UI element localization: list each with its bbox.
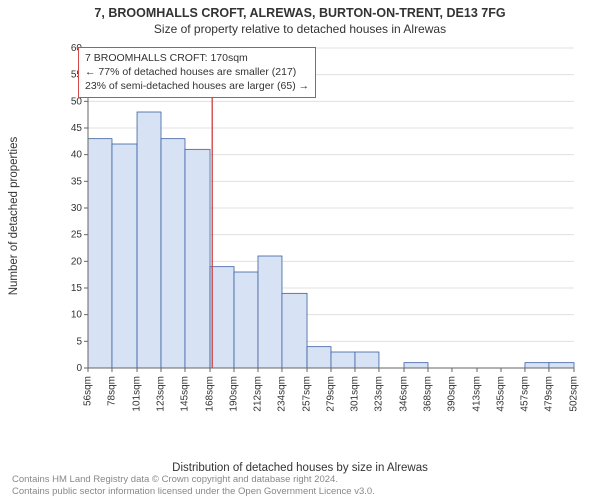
svg-text:50: 50 <box>71 96 83 107</box>
svg-text:45: 45 <box>71 123 83 134</box>
chart-subtitle: Size of property relative to detached ho… <box>0 20 600 36</box>
svg-text:56sqm: 56sqm <box>83 376 94 406</box>
svg-text:390sqm: 390sqm <box>447 376 458 412</box>
svg-text:0: 0 <box>76 363 82 374</box>
svg-text:502sqm: 502sqm <box>569 376 580 412</box>
svg-text:168sqm: 168sqm <box>205 376 216 412</box>
svg-text:279sqm: 279sqm <box>326 376 337 412</box>
svg-text:435sqm: 435sqm <box>496 376 507 412</box>
svg-text:212sqm: 212sqm <box>253 376 264 412</box>
svg-text:35: 35 <box>71 176 83 187</box>
x-axis-label: Distribution of detached houses by size … <box>0 462 600 474</box>
svg-text:40: 40 <box>71 150 83 161</box>
svg-text:78sqm: 78sqm <box>107 376 118 406</box>
svg-text:10: 10 <box>71 310 83 321</box>
svg-text:301sqm: 301sqm <box>350 376 361 412</box>
svg-text:20: 20 <box>71 256 83 267</box>
svg-text:368sqm: 368sqm <box>423 376 434 412</box>
chart-area: 05101520253035404550556056sqm78sqm101sqm… <box>50 44 580 424</box>
svg-text:479sqm: 479sqm <box>544 376 555 412</box>
svg-text:234sqm: 234sqm <box>277 376 288 412</box>
svg-text:30: 30 <box>71 203 83 214</box>
svg-text:145sqm: 145sqm <box>180 376 191 412</box>
svg-text:25: 25 <box>71 230 83 241</box>
page-title: 7, BROOMHALLS CROFT, ALREWAS, BURTON-ON-… <box>0 0 600 20</box>
svg-text:190sqm: 190sqm <box>229 376 240 412</box>
annotation-box: 7 BROOMHALLS CROFT: 170sqm ← 77% of deta… <box>78 47 316 98</box>
annotation-line-3: 23% of semi-detached houses are larger (… <box>85 79 309 93</box>
footer-attribution: Contains HM Land Registry data © Crown c… <box>12 474 375 498</box>
svg-text:257sqm: 257sqm <box>302 376 313 412</box>
svg-text:5: 5 <box>76 336 82 347</box>
chart-container: 7, BROOMHALLS CROFT, ALREWAS, BURTON-ON-… <box>0 0 600 500</box>
footer-line-1: Contains HM Land Registry data © Crown c… <box>12 474 375 486</box>
svg-text:323sqm: 323sqm <box>374 376 385 412</box>
svg-text:346sqm: 346sqm <box>399 376 410 412</box>
annotation-line-1: 7 BROOMHALLS CROFT: 170sqm <box>85 51 309 65</box>
svg-text:457sqm: 457sqm <box>520 376 531 412</box>
svg-text:413sqm: 413sqm <box>472 376 483 412</box>
svg-text:101sqm: 101sqm <box>132 376 143 412</box>
svg-text:123sqm: 123sqm <box>156 376 167 412</box>
histogram-plot: 05101520253035404550556056sqm78sqm101sqm… <box>60 44 580 424</box>
annotation-line-2: ← 77% of detached houses are smaller (21… <box>85 65 309 79</box>
svg-text:15: 15 <box>71 283 83 294</box>
footer-line-2: Contains public sector information licen… <box>12 486 375 498</box>
y-axis-label: Number of detached properties <box>8 137 20 296</box>
